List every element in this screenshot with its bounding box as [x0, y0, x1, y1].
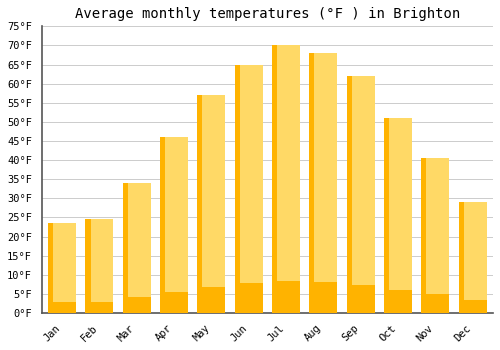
Bar	[421, 294, 449, 313]
Bar	[160, 137, 188, 313]
Bar	[458, 202, 486, 313]
Bar	[86, 219, 90, 313]
Bar	[272, 46, 300, 313]
Bar	[123, 298, 151, 313]
Bar	[198, 95, 202, 313]
Bar	[421, 158, 426, 313]
Bar	[48, 223, 76, 313]
Bar	[384, 118, 389, 313]
Bar	[310, 53, 314, 313]
Bar	[458, 300, 486, 313]
Bar	[346, 285, 374, 313]
Title: Average monthly temperatures (°F ) in Brighton: Average monthly temperatures (°F ) in Br…	[74, 7, 460, 21]
Bar	[48, 302, 76, 313]
Bar	[421, 158, 449, 313]
Bar	[123, 183, 151, 313]
Bar	[272, 281, 300, 313]
Bar	[48, 223, 53, 313]
Bar	[346, 76, 352, 313]
Bar	[458, 202, 464, 313]
Bar	[160, 292, 188, 313]
Bar	[160, 137, 165, 313]
Bar	[123, 183, 128, 313]
Bar	[198, 95, 226, 313]
Bar	[272, 46, 277, 313]
Bar	[310, 53, 338, 313]
Bar	[234, 64, 240, 313]
Bar	[384, 289, 412, 313]
Bar	[198, 287, 226, 313]
Bar	[384, 118, 412, 313]
Bar	[86, 302, 114, 313]
Bar	[234, 64, 262, 313]
Bar	[346, 76, 374, 313]
Bar	[310, 282, 338, 313]
Bar	[234, 283, 262, 313]
Bar	[86, 219, 114, 313]
